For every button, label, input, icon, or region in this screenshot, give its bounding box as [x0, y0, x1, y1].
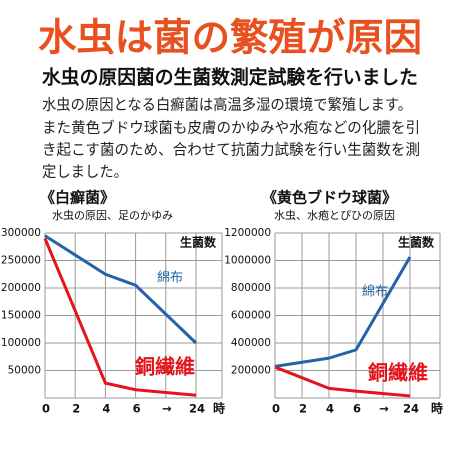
series-label: 綿布	[362, 285, 388, 300]
paragraph-line: 水虫の原因となる白癬菌は高温多湿の環境で繁殖します。	[42, 96, 412, 114]
x-axis-label: 時	[213, 401, 225, 416]
y-tick-label: 800000	[231, 282, 271, 294]
y-tick-label: 150000	[1, 310, 41, 322]
x-tick-label: 6	[133, 402, 141, 416]
y-tick-label: 50000	[8, 365, 41, 377]
x-tick-label: 2	[299, 402, 307, 416]
x-tick-label: →	[379, 402, 389, 416]
series-line	[274, 365, 411, 398]
series-label: 銅繊維	[368, 361, 428, 385]
series-label: 銅繊維	[135, 355, 195, 379]
y-tick-label: 400000	[231, 337, 271, 349]
page-title: 水虫は菌の繁殖が原因	[38, 16, 422, 60]
paragraph-line: また黄色ブドウ球菌も皮膚のかゆみや水疱などの化膿を引	[42, 119, 420, 137]
y-tick-label: 1000000	[224, 255, 271, 267]
x-tick-label: 4	[102, 402, 110, 416]
x-tick-label: 4	[326, 402, 334, 416]
chart-subtitle: 水虫、水疱とぴひの原因	[274, 208, 395, 222]
y-tick-label: 1200000	[224, 227, 271, 239]
y-tick-label: 600000	[231, 310, 271, 322]
x-tick-label: 6	[353, 402, 361, 416]
x-tick-label: 0	[272, 402, 280, 416]
paragraph-line: き起こす菌のため、合わせて抗菌力試験を行い生菌数を測	[42, 141, 420, 159]
chart-title: 《黄色ブドウ球菌》	[262, 189, 397, 207]
y-axis-label: 生菌数	[398, 235, 435, 250]
y-axis-label: 生菌数	[180, 235, 217, 250]
paragraph-line: 定しました。	[42, 163, 128, 181]
x-axis-label: 時	[431, 401, 443, 416]
x-tick-label: 24	[189, 402, 205, 416]
chart-subtitle: 水虫の原因、足のかゆみ	[52, 209, 173, 222]
y-tick-label: 100000	[1, 337, 41, 349]
x-tick-label: 0	[42, 402, 50, 416]
y-tick-label: 200000	[231, 365, 271, 377]
series-line	[274, 256, 412, 368]
series-line	[43, 237, 197, 397]
series-label: 綿布	[157, 271, 183, 286]
x-tick-label: →	[162, 402, 172, 416]
y-tick-label: 250000	[1, 255, 41, 267]
chart-title: 《白癬菌》	[40, 189, 115, 207]
y-tick-label: 200000	[1, 282, 41, 294]
series-line	[44, 234, 198, 345]
y-tick-label: 300000	[1, 227, 41, 239]
page-subtitle: 水虫の原因菌の生菌数測定試験を行いました	[42, 66, 418, 89]
x-tick-label: 2	[72, 402, 80, 416]
x-tick-label: 24	[403, 402, 419, 416]
